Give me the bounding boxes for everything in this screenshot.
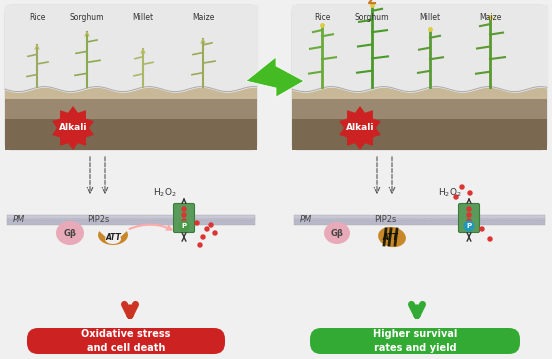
FancyBboxPatch shape [27, 328, 225, 354]
Circle shape [198, 243, 202, 247]
Circle shape [209, 223, 213, 227]
Bar [7, 215, 255, 220]
Bar [5, 99, 257, 150]
Bar [5, 119, 257, 150]
Circle shape [460, 185, 464, 189]
Text: Gβ: Gβ [331, 228, 343, 238]
Circle shape [468, 191, 472, 195]
Circle shape [467, 219, 471, 223]
Text: Millet: Millet [132, 13, 153, 22]
Circle shape [467, 207, 471, 211]
Text: PIP2s: PIP2s [87, 215, 109, 224]
Circle shape [182, 213, 186, 217]
Text: Alkali: Alkali [59, 123, 87, 132]
Text: P: P [466, 223, 471, 229]
Circle shape [201, 235, 205, 239]
Circle shape [195, 221, 199, 225]
Text: ATT: ATT [105, 233, 121, 242]
Bar [294, 215, 545, 220]
FancyBboxPatch shape [5, 5, 257, 150]
Text: PM: PM [300, 215, 312, 224]
Circle shape [178, 220, 189, 232]
FancyBboxPatch shape [459, 204, 480, 233]
Bar [7, 220, 255, 225]
Bar [292, 99, 547, 150]
Circle shape [213, 231, 217, 235]
Text: PM: PM [13, 215, 25, 224]
Polygon shape [98, 231, 128, 245]
Polygon shape [339, 106, 381, 150]
FancyBboxPatch shape [173, 204, 194, 233]
Text: ATT: ATT [382, 233, 398, 242]
FancyBboxPatch shape [292, 5, 547, 150]
Text: Sorghum: Sorghum [70, 13, 104, 22]
Bar [292, 71, 547, 99]
Text: Oxidative stress
and cell death: Oxidative stress and cell death [81, 330, 171, 353]
Text: Rice: Rice [29, 13, 45, 22]
Text: Sorghum: Sorghum [355, 13, 389, 22]
Circle shape [480, 227, 484, 231]
Circle shape [488, 237, 492, 241]
Bar [294, 220, 545, 225]
Text: Alkali: Alkali [346, 123, 374, 132]
Text: $\mathregular{H_2O_2}$: $\mathregular{H_2O_2}$ [153, 187, 177, 199]
Circle shape [464, 220, 475, 232]
Bar [5, 71, 257, 99]
Text: Rice: Rice [314, 13, 330, 22]
Ellipse shape [56, 221, 84, 245]
Text: Maize: Maize [479, 13, 501, 22]
Text: Gβ: Gβ [63, 228, 76, 238]
Text: P: P [182, 223, 187, 229]
FancyBboxPatch shape [310, 328, 520, 354]
Ellipse shape [378, 227, 406, 247]
Bar [292, 119, 547, 150]
Circle shape [182, 219, 186, 223]
Text: $\mathregular{H_2O_2}$: $\mathregular{H_2O_2}$ [438, 187, 462, 199]
Text: Maize: Maize [192, 13, 214, 22]
Text: PIP2s: PIP2s [374, 215, 396, 224]
Text: Higher survival
rates and yield: Higher survival rates and yield [373, 330, 457, 353]
Circle shape [182, 207, 186, 211]
Circle shape [454, 195, 458, 199]
Circle shape [205, 227, 209, 231]
Text: Millet: Millet [420, 13, 440, 22]
Circle shape [467, 213, 471, 217]
Polygon shape [52, 106, 94, 150]
Polygon shape [246, 57, 304, 97]
Ellipse shape [324, 222, 350, 244]
